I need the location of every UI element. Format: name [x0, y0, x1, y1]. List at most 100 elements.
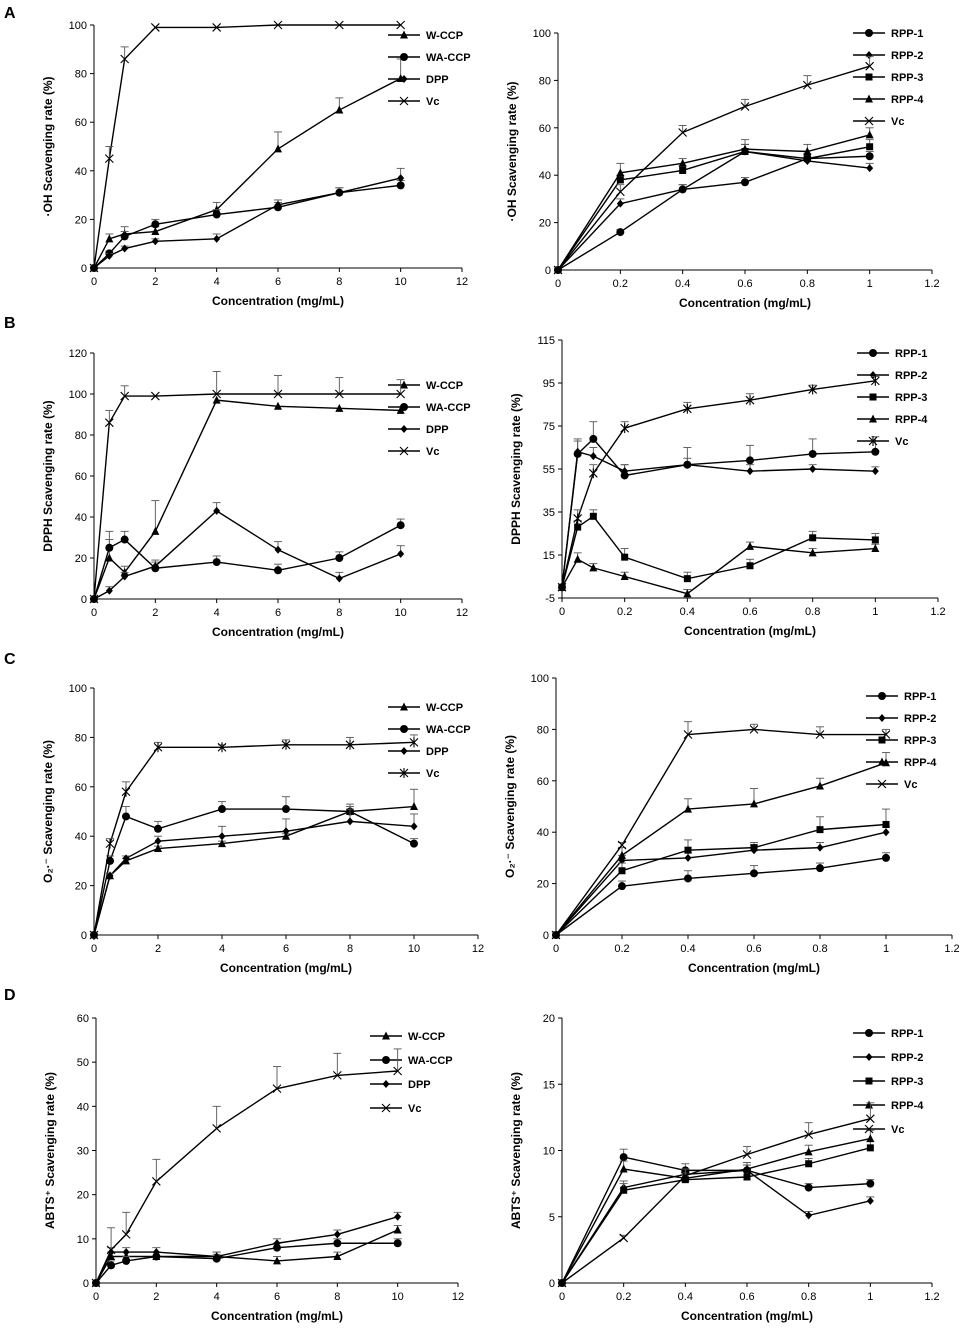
legend-item-rpp-1: RPP-1 — [857, 348, 927, 360]
y-tick-label: 80 — [75, 732, 87, 744]
series-wa-ccp — [90, 796, 418, 939]
data-point — [122, 854, 130, 863]
legend-item-rpp-4: RPP-4 — [853, 94, 924, 106]
data-point — [683, 730, 693, 739]
legend-item-rpp-4: RPP-4 — [857, 414, 928, 426]
legend-item-dpp: DPP — [388, 74, 449, 86]
data-point — [678, 158, 687, 167]
y-axis-title: ABTS⁺ Scavenging rate (%) — [43, 1072, 57, 1229]
data-point — [120, 391, 130, 401]
data-point — [551, 930, 561, 940]
x-tick-label: 0.6 — [746, 943, 761, 955]
data-point — [745, 395, 755, 406]
data-point — [741, 144, 749, 153]
data-point — [802, 80, 812, 90]
data-point — [679, 166, 687, 174]
legend-item-wa-ccp: WA-CCP — [370, 1055, 453, 1067]
data-point — [274, 200, 282, 209]
data-point — [217, 742, 227, 753]
x-tick-label: 1 — [883, 943, 889, 955]
series-line — [93, 77, 401, 269]
x-axis-title: Concentration (mg/mL) — [688, 961, 820, 975]
series-wa-ccp — [90, 180, 405, 272]
x-axis-title: Concentration (mg/mL) — [684, 624, 816, 638]
data-point — [866, 1179, 875, 1188]
chart-b-right: -5 15 35 55 75 95 115 0 0.2 0.4 0.6 0.8 1 1.2 Concentr… — [509, 335, 946, 638]
x-tick-label: 10 — [392, 1291, 404, 1303]
data-point — [620, 423, 630, 434]
legend-label: WA-CCP — [426, 52, 471, 64]
x-axis-title: Concentration (mg/mL) — [681, 1309, 813, 1323]
data-point — [618, 867, 626, 875]
series-line — [93, 393, 401, 600]
data-point — [871, 544, 880, 553]
series-line — [561, 437, 876, 588]
y-tick-label: 50 — [77, 1057, 89, 1069]
data-point — [619, 1233, 629, 1243]
data-point — [122, 1256, 131, 1265]
series-w-ccp — [90, 395, 405, 603]
legend-label: DPP — [426, 746, 449, 758]
data-point — [803, 147, 812, 155]
x-tick-label: 0.4 — [680, 606, 695, 618]
data-point — [616, 228, 625, 237]
x-tick-label: 0 — [553, 943, 559, 955]
y-axis-title: ABTS⁺ Scavenging rate (%) — [509, 1072, 523, 1229]
x-tick-label: 0.8 — [812, 943, 827, 955]
legend-marker — [399, 446, 409, 456]
data-point — [150, 391, 160, 401]
legend-item-rpp-2: RPP-2 — [866, 713, 936, 725]
data-point — [616, 168, 625, 177]
series-line — [561, 1169, 871, 1284]
data-point — [333, 1239, 342, 1248]
data-point — [589, 563, 598, 572]
legend-item-vc: Vc — [853, 116, 904, 128]
legend-label: WA-CCP — [408, 1055, 453, 1067]
legend-item-vc: Vc — [388, 96, 439, 108]
legend-label: RPP-4 — [904, 757, 937, 769]
x-axis-title: Concentration (mg/mL) — [212, 294, 344, 308]
legend-marker — [865, 29, 873, 37]
legend-label: DPP — [426, 74, 449, 86]
data-point — [805, 1211, 813, 1220]
y-tick-label: 30 — [77, 1146, 89, 1158]
x-axis-title: Concentration (mg/mL) — [679, 296, 811, 310]
x-tick-label: 0.6 — [737, 278, 752, 290]
chart-b-left: 0 20 40 60 80 100 120 0 2 4 6 8 10 12 Concentration (m… — [41, 348, 471, 639]
legend-item-rpp-3: RPP-3 — [866, 735, 936, 747]
data-point — [274, 401, 282, 410]
data-point — [212, 210, 221, 219]
data-point — [409, 737, 419, 748]
data-point — [218, 839, 226, 848]
x-tick-label: 6 — [283, 943, 289, 955]
series-line — [95, 1070, 398, 1284]
y-tick-label: 40 — [75, 831, 87, 843]
data-point — [213, 506, 221, 515]
data-point — [105, 251, 113, 260]
data-point — [805, 1160, 813, 1168]
data-point — [870, 375, 880, 386]
y-tick-label: 75 — [543, 421, 555, 433]
data-point — [121, 572, 129, 581]
y-axis-title: O₂·⁻ Scavenging rate (%) — [41, 740, 55, 883]
legend-label: Vc — [426, 96, 439, 108]
data-point — [750, 844, 758, 852]
x-tick-label: 1.2 — [924, 1291, 939, 1303]
legend-label: RPP-1 — [891, 28, 923, 40]
data-point — [335, 188, 343, 197]
legend-item-rpp-3: RPP-3 — [853, 1076, 923, 1088]
legend-label: Vc — [891, 116, 904, 128]
data-point — [882, 853, 890, 862]
data-point — [815, 730, 825, 739]
x-tick-label: 8 — [347, 943, 353, 955]
legend-item-vc: Vc — [388, 446, 439, 458]
data-point — [393, 1066, 403, 1076]
data-point — [808, 548, 817, 557]
data-point — [866, 1196, 874, 1205]
series-line — [555, 762, 887, 936]
x-tick-label: 0.2 — [616, 1291, 631, 1303]
x-tick-label: 12 — [456, 276, 468, 288]
data-point — [410, 802, 418, 811]
data-point — [746, 562, 754, 570]
x-tick-label: 0.6 — [739, 1291, 754, 1303]
